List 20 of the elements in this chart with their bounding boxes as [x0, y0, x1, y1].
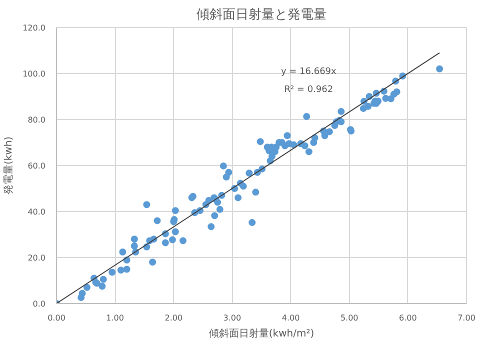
y-tick-label: 60.0 — [28, 162, 46, 170]
annotation: R² = 0.962 — [284, 85, 334, 96]
chart-title: 傾斜面日射量と発電量 — [196, 8, 326, 22]
x-tick-label: 2.00 — [164, 314, 183, 322]
x-tick-label: 7.00 — [458, 314, 476, 322]
y-tick-label: 40.0 — [28, 208, 46, 216]
y-tick-label: 20.0 — [28, 254, 46, 262]
x-tick-label: 6.00 — [399, 314, 417, 322]
y-tick-label: 0.0 — [32, 300, 46, 308]
x-axis-title: 傾斜面日射量(kwh/m²) — [208, 328, 314, 340]
x-tick-label: 0.00 — [48, 314, 66, 322]
y-axis-title: 発電量(kwh) — [4, 136, 15, 195]
x-tick-label: 1.00 — [106, 314, 124, 322]
x-tick-label: 5.00 — [340, 314, 358, 322]
x-tick-label: 4.00 — [282, 314, 300, 322]
y-tick-label: 100.0 — [22, 70, 46, 78]
y-tick-label: 80.0 — [28, 116, 46, 124]
annotation: y = 16.669x — [280, 67, 338, 78]
y-tick-label: 120.0 — [22, 24, 46, 32]
x-tick-label: 3.00 — [223, 314, 242, 322]
